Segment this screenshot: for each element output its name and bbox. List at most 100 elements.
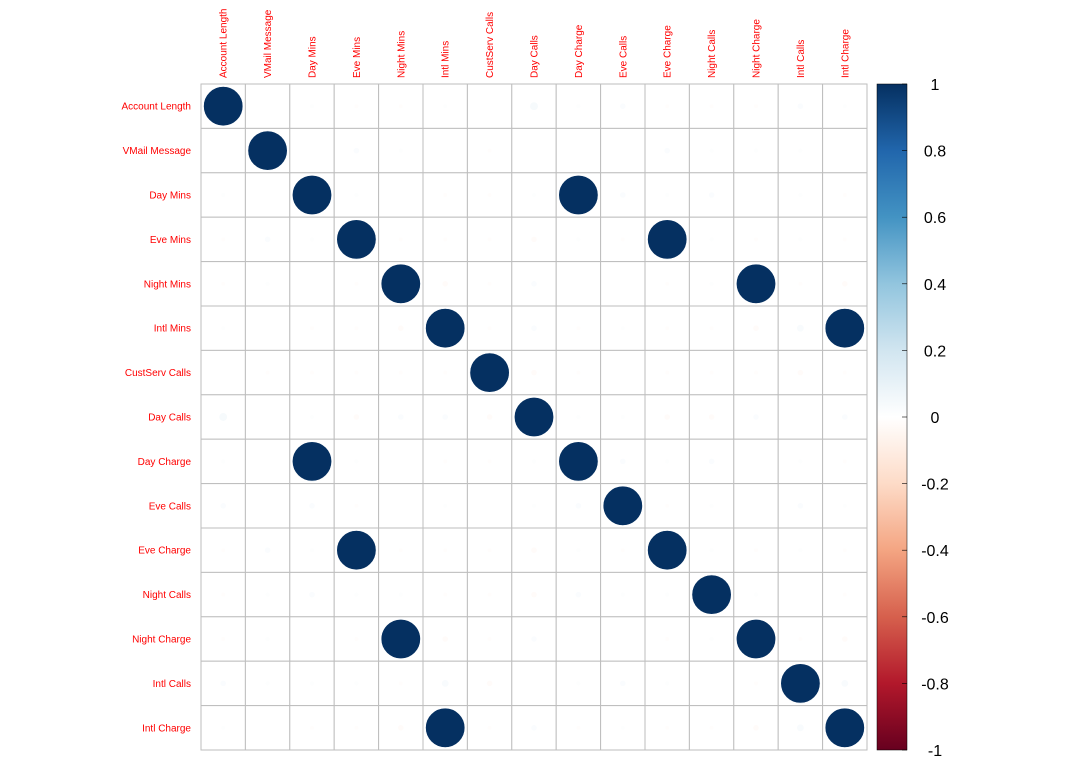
cell-eve-calls-night-charge xyxy=(733,483,779,529)
circle-intl-calls-day-mins xyxy=(310,681,314,686)
row-label-eve-mins: Eve Mins xyxy=(150,235,191,246)
legend-tick-label: 0.2 xyxy=(924,343,946,360)
column-label-night-calls: Night Calls xyxy=(707,30,718,78)
circle-intl-mins-intl-calls xyxy=(796,324,804,332)
circle-eve-charge-day-mins xyxy=(310,548,314,553)
circle-account-length-day-calls xyxy=(530,102,538,111)
row-label-intl-mins: Intl Mins xyxy=(154,324,191,335)
cell-vmail-message-day-charge xyxy=(555,127,602,174)
circle-eve-charge-vmail-message xyxy=(264,547,271,553)
circle-eve-mins-day-charge xyxy=(576,237,581,242)
column-label-eve-charge: Eve Charge xyxy=(663,25,674,78)
cell-day-charge-night-mins xyxy=(378,438,424,485)
circle-intl-charge-intl-mins xyxy=(425,707,466,748)
cell-vmail-message-account-length xyxy=(200,127,246,174)
cell-eve-charge-account-length xyxy=(200,527,246,573)
circle-night-mins-account-length xyxy=(221,281,226,286)
circle-intl-mins-day-mins xyxy=(310,326,314,331)
circle-custserv-calls-night-calls xyxy=(709,370,714,375)
circle-eve-mins-custserv-calls xyxy=(487,237,492,242)
circle-day-charge-account-length xyxy=(221,459,226,464)
circle-day-charge-eve-charge xyxy=(665,459,670,464)
circle-intl-calls-eve-calls xyxy=(620,680,626,687)
row-label-day-calls: Day Calls xyxy=(148,413,191,424)
circle-day-calls-day-calls xyxy=(513,396,554,437)
circle-day-charge-day-calls xyxy=(532,459,536,464)
circle-intl-calls-intl-charge xyxy=(841,679,849,687)
circle-night-calls-account-length xyxy=(221,592,226,597)
circle-custserv-calls-night-charge xyxy=(754,370,758,375)
circle-vmail-message-eve-charge xyxy=(664,147,670,154)
cell-vmail-message-intl-mins xyxy=(422,127,468,174)
cell-custserv-calls-eve-calls xyxy=(600,349,646,396)
circle-vmail-message-vmail-message xyxy=(247,130,288,171)
circle-intl-charge-eve-mins xyxy=(354,725,359,730)
circle-day-mins-eve-charge xyxy=(665,193,670,197)
circle-eve-calls-eve-charge xyxy=(665,503,670,508)
circle-vmail-message-intl-calls xyxy=(798,148,803,153)
circle-eve-calls-night-calls xyxy=(709,503,714,508)
circle-day-calls-eve-calls xyxy=(620,415,625,419)
circle-intl-mins-day-charge xyxy=(576,326,581,331)
cell-day-calls-intl-calls xyxy=(777,394,824,440)
circle-day-mins-account-length xyxy=(221,193,226,197)
circle-night-calls-vmail-message xyxy=(265,592,270,597)
circle-day-charge-eve-calls xyxy=(620,458,626,465)
circle-day-mins-day-calls xyxy=(532,193,536,197)
circle-intl-charge-intl-charge xyxy=(824,707,865,748)
circle-eve-charge-intl-calls xyxy=(798,548,803,553)
cell-intl-charge-vmail-message xyxy=(244,705,291,751)
cell-day-charge-night-charge xyxy=(733,438,779,485)
circle-night-charge-custserv-calls xyxy=(487,637,492,641)
circle-custserv-calls-intl-mins xyxy=(443,370,448,375)
circle-day-mins-intl-charge xyxy=(842,193,847,197)
circle-eve-calls-intl-calls xyxy=(797,503,804,509)
circle-day-mins-day-mins xyxy=(291,175,332,216)
circle-day-mins-eve-mins xyxy=(354,193,359,197)
circle-eve-mins-day-calls xyxy=(531,236,537,243)
circle-day-charge-eve-mins xyxy=(354,459,359,464)
circle-account-length-eve-calls xyxy=(620,103,626,109)
circle-night-calls-day-charge xyxy=(575,591,582,598)
circle-intl-calls-intl-calls xyxy=(780,663,821,704)
legend-tick-label: -0.8 xyxy=(921,676,949,693)
circle-night-charge-account-length xyxy=(221,637,226,641)
circle-night-calls-intl-charge xyxy=(842,592,847,597)
circle-eve-charge-eve-mins xyxy=(336,530,377,571)
cell-eve-calls-custserv-calls xyxy=(466,483,513,529)
column-label-intl-mins: Intl Mins xyxy=(441,41,452,78)
circle-eve-charge-eve-calls xyxy=(620,548,625,553)
circle-custserv-calls-intl-calls xyxy=(797,369,804,376)
column-label-day-mins: Day Mins xyxy=(308,36,319,78)
circle-night-mins-night-charge xyxy=(735,263,776,304)
circle-custserv-calls-custserv-calls xyxy=(469,352,510,393)
circle-eve-mins-day-mins xyxy=(310,237,314,242)
circle-account-length-night-mins xyxy=(398,104,403,109)
cell-account-length-vmail-message xyxy=(244,83,291,129)
circle-eve-charge-intl-mins xyxy=(443,548,448,553)
circle-night-charge-night-calls xyxy=(709,637,714,641)
circle-intl-charge-night-mins xyxy=(398,725,404,731)
circle-custserv-calls-day-calls xyxy=(531,369,537,376)
color-legend-ticks: 1 0.8 0.6 0.4 0.2 0 -0.2 -0.4 -0.6 -0.8 -1 xyxy=(902,77,949,760)
circle-night-charge-intl-mins xyxy=(442,636,448,642)
cell-eve-calls-night-mins xyxy=(378,483,424,529)
circle-night-charge-intl-calls xyxy=(798,637,803,641)
column-label-eve-mins: Eve Mins xyxy=(352,37,363,78)
cell-eve-calls-vmail-message xyxy=(244,483,291,529)
circle-account-length-account-length xyxy=(203,86,244,127)
row-label-intl-calls: Intl Calls xyxy=(153,679,191,690)
cell-account-length-day-calls xyxy=(511,83,557,129)
circle-intl-charge-eve-calls xyxy=(620,725,625,730)
circle-day-calls-night-calls xyxy=(708,414,715,420)
circle-eve-calls-day-calls xyxy=(532,503,536,508)
row-label-night-calls: Night Calls xyxy=(143,590,191,601)
circle-day-mins-custserv-calls xyxy=(487,193,492,197)
circle-night-calls-day-mins xyxy=(309,591,315,598)
circle-night-calls-custserv-calls xyxy=(487,592,492,597)
circle-eve-mins-night-charge xyxy=(754,237,758,242)
row-label-day-charge: Day Charge xyxy=(138,457,192,468)
row-label-night-mins: Night Mins xyxy=(144,279,191,290)
